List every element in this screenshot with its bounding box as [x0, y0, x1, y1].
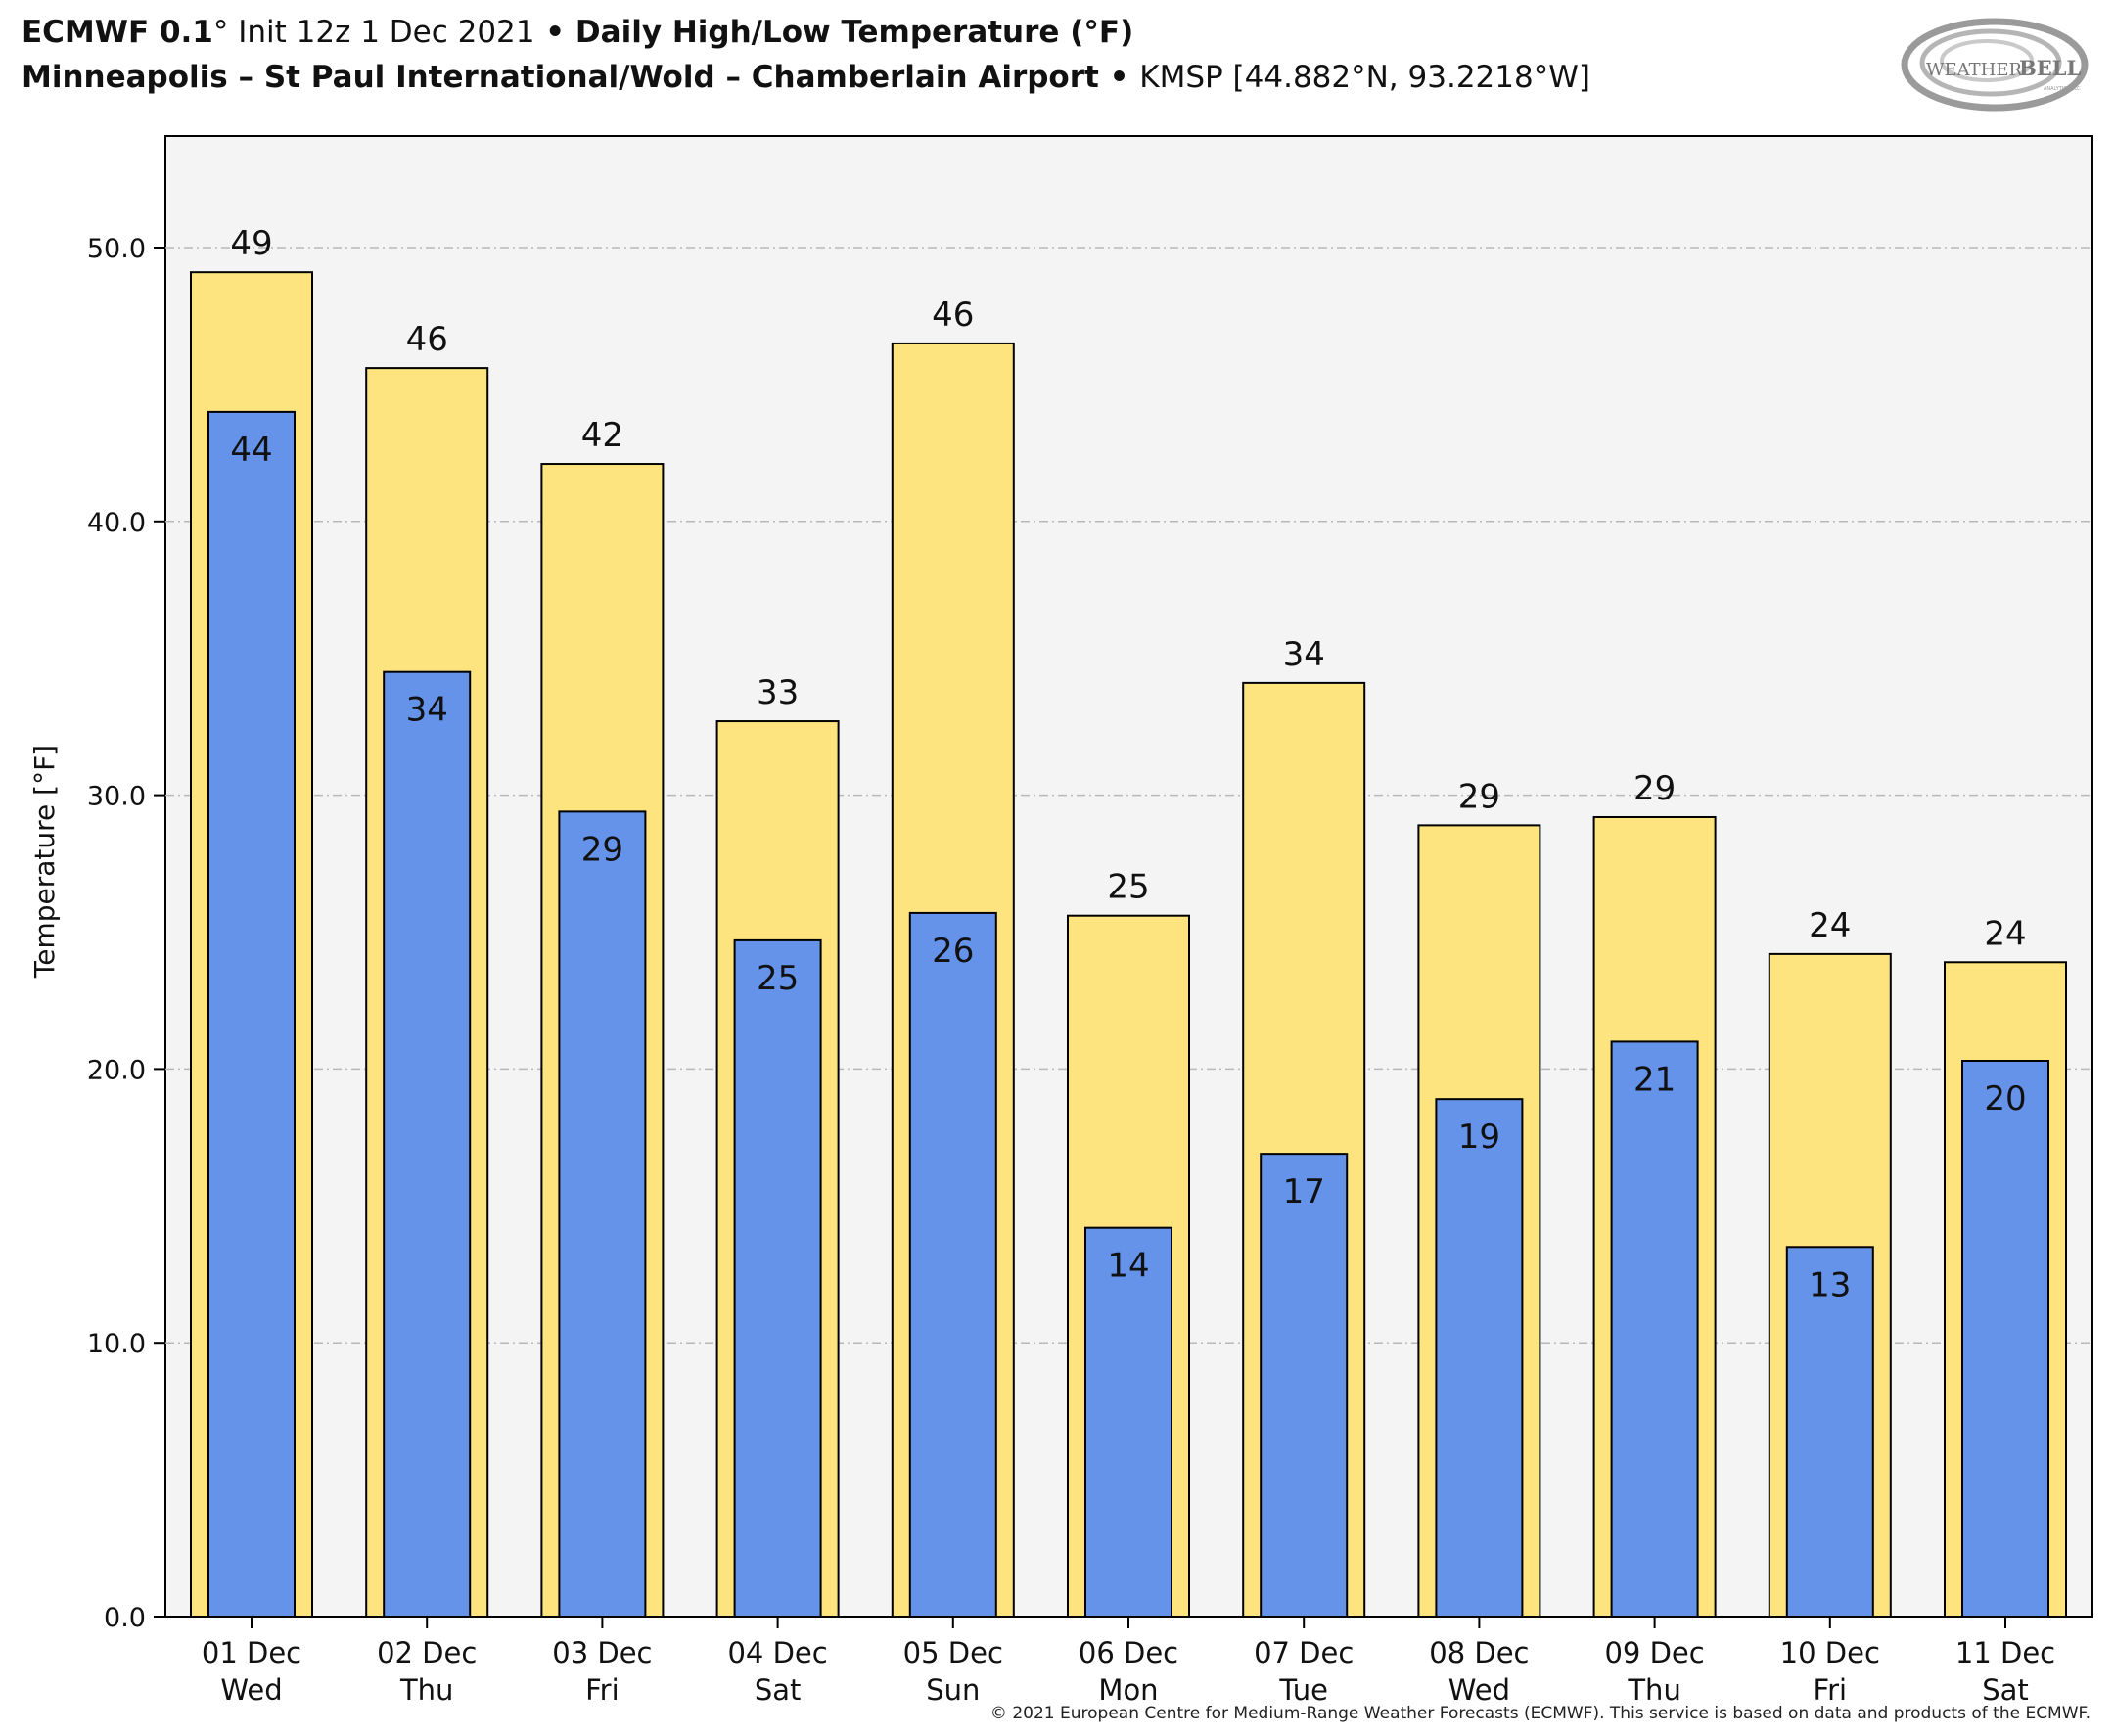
- high-label-5: 25: [1107, 868, 1149, 907]
- logo-text-b: BELL: [2019, 56, 2082, 80]
- low-label-5: 14: [1107, 1247, 1149, 1286]
- x-tick-day-9: Fri: [1814, 1673, 1848, 1707]
- low-label-0: 44: [230, 431, 272, 470]
- high-label-2: 42: [581, 416, 623, 455]
- x-tick-date-5: 06 Dec: [1079, 1636, 1178, 1669]
- separator-2: •: [1098, 60, 1140, 95]
- y-tick-label-2: 20.0: [87, 1055, 146, 1085]
- x-tick-date-4: 05 Dec: [903, 1636, 1003, 1669]
- chart-title: Daily High/Low Temperature (°F): [574, 15, 1134, 50]
- high-label-9: 24: [1809, 906, 1851, 945]
- high-label-8: 29: [1633, 769, 1676, 808]
- low-bar-7: [1435, 1098, 1524, 1618]
- weatherbell-logo: WEATHER BELL ANALYTICS LLC: [1901, 18, 2089, 112]
- low-bar-0: [207, 410, 296, 1618]
- low-label-3: 25: [757, 959, 799, 998]
- x-tick-date-0: 01 Dec: [202, 1636, 301, 1669]
- y-tick-label-1: 10.0: [87, 1329, 146, 1359]
- low-bar-8: [1610, 1040, 1699, 1619]
- model-name: ECMWF 0.1: [22, 15, 213, 50]
- low-bar-5: [1084, 1226, 1172, 1618]
- header-line-1: ECMWF 0.1° Init 12z 1 Dec 2021 • Daily H…: [22, 10, 1881, 55]
- station-coords: KMSP [44.882°N, 93.2218°W]: [1139, 60, 1590, 95]
- header-line-2: Minneapolis – St Paul International/Wold…: [22, 55, 1881, 100]
- low-label-9: 13: [1809, 1265, 1851, 1304]
- x-axis: 01 Dec Wed 02 Dec Thu 03 Dec Fri 04 Dec Sat 05 D…: [202, 1617, 2055, 1707]
- low-bar-4: [908, 911, 997, 1618]
- high-label-10: 24: [1984, 914, 2026, 953]
- x-tick-date-6: 07 Dec: [1254, 1636, 1354, 1669]
- logo-small-text: ANALYTICS LLC: [2044, 86, 2081, 92]
- low-label-8: 21: [1633, 1060, 1676, 1099]
- high-label-0: 49: [230, 224, 272, 263]
- x-tick-date-8: 09 Dec: [1604, 1636, 1704, 1669]
- x-tick-day-4: Sun: [926, 1673, 980, 1707]
- low-label-7: 19: [1458, 1118, 1500, 1157]
- x-tick-day-6: Tue: [1278, 1673, 1328, 1707]
- model-degree: °: [212, 15, 229, 50]
- x-tick-day-1: Thu: [399, 1673, 453, 1707]
- low-label-1: 34: [406, 691, 448, 730]
- high-label-3: 33: [757, 673, 799, 712]
- high-label-7: 29: [1458, 777, 1500, 816]
- low-label-2: 29: [581, 830, 623, 869]
- x-tick-day-7: Wed: [1448, 1673, 1510, 1707]
- low-bar-2: [558, 810, 647, 1618]
- station-name: Minneapolis – St Paul International/Wold…: [22, 60, 1099, 95]
- low-bar-1: [383, 670, 472, 1618]
- x-tick-date-2: 03 Dec: [552, 1636, 652, 1669]
- x-tick-day-8: Thu: [1627, 1673, 1680, 1707]
- y-tick-label-3: 30.0: [87, 782, 146, 812]
- low-label-4: 26: [932, 932, 974, 971]
- x-tick-day-10: Sat: [1982, 1673, 2029, 1707]
- x-tick-date-3: 04 Dec: [727, 1636, 827, 1669]
- x-tick-day-5: Mon: [1098, 1673, 1158, 1707]
- low-label-10: 20: [1984, 1079, 2026, 1119]
- y-axis-label: Temperature [°F]: [28, 745, 61, 979]
- chart-header: ECMWF 0.1° Init 12z 1 Dec 2021 • Daily H…: [22, 10, 1881, 100]
- copyright-notice: © 2021 European Centre for Medium-Range …: [989, 1704, 2091, 1723]
- y-tick-label-0: 0.0: [104, 1603, 146, 1633]
- separator-1: •: [534, 15, 575, 50]
- logo-text-a: WEATHER: [1926, 60, 2022, 80]
- y-tick-label-4: 40.0: [87, 508, 146, 538]
- high-label-4: 46: [932, 296, 974, 335]
- x-tick-date-1: 02 Dec: [377, 1636, 477, 1669]
- high-label-1: 46: [406, 320, 448, 359]
- x-tick-day-0: Wed: [220, 1673, 282, 1707]
- high-label-6: 34: [1283, 635, 1325, 674]
- low-bar-10: [1961, 1060, 2049, 1618]
- x-tick-day-3: Sat: [755, 1673, 802, 1707]
- y-axis: 0.0 10.0 20.0 30.0 40.0 50.0: [87, 234, 165, 1633]
- low-bar-3: [733, 938, 822, 1618]
- low-label-6: 17: [1283, 1172, 1325, 1211]
- bars: 49 44 46 34 42 29 33 25 46 26 25 14 34 17 29 19 29 21 24 13…: [190, 224, 2067, 1619]
- x-tick-date-10: 11 Dec: [1955, 1636, 2055, 1669]
- init-time: Init 12z 1 Dec 2021: [228, 15, 535, 50]
- low-bar-6: [1260, 1153, 1349, 1618]
- x-tick-day-2: Fri: [585, 1673, 620, 1707]
- x-tick-date-7: 08 Dec: [1429, 1636, 1529, 1669]
- y-tick-label-5: 50.0: [87, 234, 146, 264]
- x-tick-date-9: 10 Dec: [1780, 1636, 1880, 1669]
